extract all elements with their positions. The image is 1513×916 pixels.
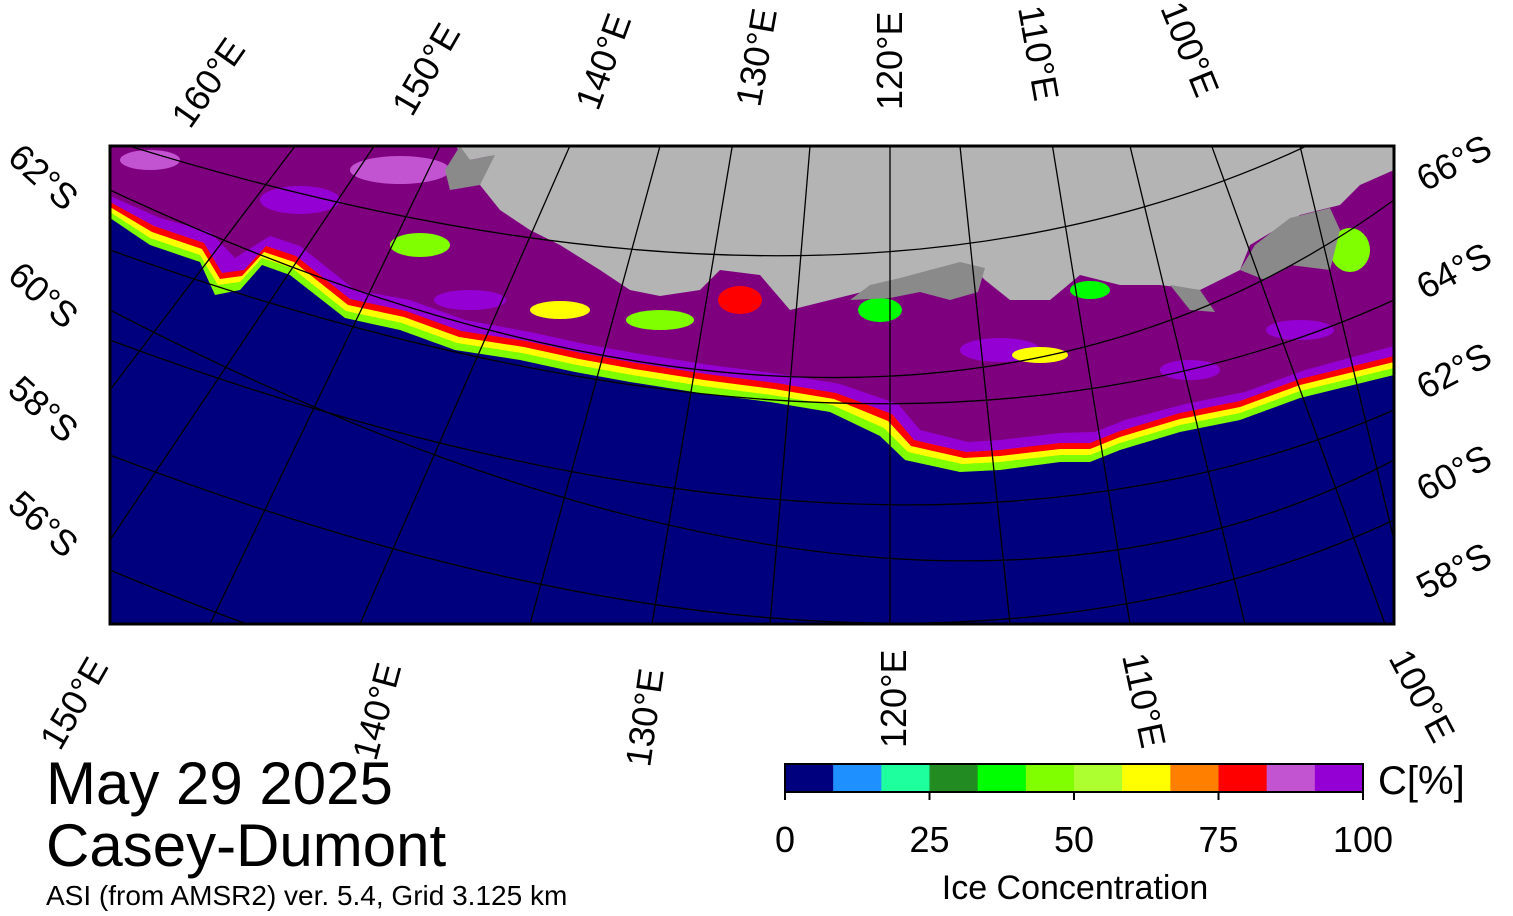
colorbar-unit: C[%] xyxy=(1378,759,1465,803)
colorbar-swatch xyxy=(977,764,1027,792)
right-lat-label: 66°S xyxy=(1410,126,1499,199)
top-lon-label: 100°E xyxy=(1153,0,1228,102)
top-lon-label: 120°E xyxy=(869,12,910,110)
bottom-lon-label: 130°E xyxy=(617,666,671,769)
ice-shelf xyxy=(850,262,985,300)
product-subtitle: ASI (from AMSR2) ver. 5.4, Grid 3.125 km xyxy=(46,880,568,911)
colorbar-title: Ice Concentration xyxy=(941,869,1209,907)
top-lon-labels: 160°E 150°E 140°E 130°E 120°E 110°E 100°… xyxy=(163,0,1228,135)
right-lat-label: 58°S xyxy=(1410,534,1499,607)
right-lat-label: 62°S xyxy=(1410,334,1499,407)
colorbar-tick-label: 100 xyxy=(1333,819,1393,860)
colorbar-tick-label: 50 xyxy=(1054,819,1094,860)
bottom-lon-label: 100°E xyxy=(1381,643,1463,749)
bottom-lon-label: 110°E xyxy=(1114,649,1174,751)
map-frame xyxy=(108,144,1396,626)
top-lon-label: 160°E xyxy=(163,30,253,134)
pack-patches xyxy=(120,150,1370,380)
colorbar-swatch xyxy=(1074,764,1123,792)
colorbar-swatch xyxy=(1170,764,1219,792)
top-lon-label: 110°E xyxy=(1010,2,1067,103)
latitude-lines xyxy=(110,146,1394,624)
left-lat-label: 60°S xyxy=(1,253,87,336)
right-lat-label: 64°S xyxy=(1410,234,1499,307)
map-date: May 29 2025 xyxy=(46,750,393,817)
left-lat-label: 58°S xyxy=(1,367,87,450)
top-lon-label: 150°E xyxy=(383,16,468,122)
colorbar-swatch xyxy=(785,764,834,792)
ice-shelf xyxy=(1240,208,1340,280)
colorbar-tick-label: 75 xyxy=(1198,819,1238,860)
left-lat-label: 62°S xyxy=(1,135,87,218)
colorbar: 0 25 50 75 100 xyxy=(775,763,1393,860)
bottom-lon-label: 150°E xyxy=(31,650,116,756)
longitude-lines xyxy=(110,146,1394,624)
bottom-lon-label: 120°E xyxy=(873,650,914,748)
region-name: Casey-Dumont xyxy=(46,812,447,879)
colorbar-swatch xyxy=(1025,764,1075,792)
top-lon-label: 130°E xyxy=(728,5,785,109)
colorbar-swatch xyxy=(1266,764,1316,792)
colorbar-swatch xyxy=(833,764,882,792)
colorbar-swatch xyxy=(881,764,930,792)
left-lat-label: 56°S xyxy=(1,482,87,565)
top-lon-label: 140°E xyxy=(567,8,639,115)
colorbar-swatch xyxy=(1218,764,1268,792)
colorbar-tick-label: 0 xyxy=(775,819,795,860)
map-body xyxy=(110,146,1394,624)
bottom-lon-label: 140°E xyxy=(344,658,409,764)
right-lat-labels: 66°S 64°S 62°S 60°S 58°S xyxy=(1410,126,1499,607)
ice-shelf xyxy=(445,146,495,190)
colorbar-swatch xyxy=(929,764,979,792)
left-lat-labels: 62°S 60°S 58°S 56°S xyxy=(1,135,87,565)
colorbar-swatch xyxy=(1122,764,1171,792)
right-lat-label: 60°S xyxy=(1410,436,1499,509)
colorbar-tick-label: 25 xyxy=(909,819,949,860)
ice-shelf xyxy=(1170,285,1215,312)
colorbar-swatch xyxy=(1314,764,1364,792)
